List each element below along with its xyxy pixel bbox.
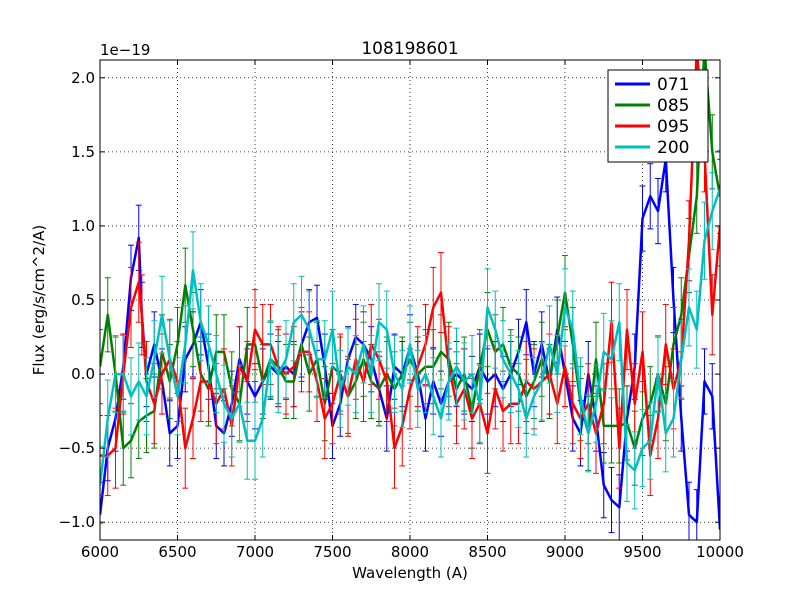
x-tick-label: 7500 (313, 543, 351, 561)
y-axis-ticks: −1.0 −0.5 0.0 0.5 1.0 1.5 2.0 (59, 69, 720, 531)
legend-label-200: 200 (657, 138, 689, 158)
y-axis-offset-label: 1e−19 (100, 41, 150, 59)
x-axis-ticks: 6000 6500 7000 7500 8000 8500 9000 9500 10000 (81, 60, 744, 561)
y-tick-label: 2.0 (71, 69, 95, 87)
y-axis-label: Flux (erg/s/cm^2/A) (30, 225, 48, 376)
x-tick-label: 9500 (623, 543, 661, 561)
y-tick-label: 1.5 (71, 143, 95, 161)
y-tick-label: −0.5 (59, 439, 95, 457)
x-tick-label: 9000 (546, 543, 584, 561)
chart-title: 108198601 (361, 39, 458, 59)
x-tick-label: 6500 (158, 543, 196, 561)
x-tick-label: 10000 (696, 543, 744, 561)
y-tick-label: 0.0 (71, 365, 95, 383)
x-tick-label: 8000 (391, 543, 429, 561)
x-tick-label: 8500 (468, 543, 506, 561)
x-axis-label: Wavelength (A) (352, 564, 468, 582)
legend-label-095: 095 (657, 117, 689, 137)
y-tick-label: 1.0 (71, 217, 95, 235)
legend-label-071: 071 (657, 75, 689, 95)
series-line-095 (100, 60, 720, 457)
y-tick-label: −1.0 (59, 513, 95, 531)
legend-label-085: 085 (657, 96, 689, 116)
series-line-200 (100, 188, 720, 486)
series-layer (100, 60, 720, 540)
series-200 (100, 149, 720, 525)
x-tick-label: 7000 (236, 543, 274, 561)
y-tick-label: 0.5 (71, 291, 95, 309)
x-tick-label: 6000 (81, 543, 119, 561)
